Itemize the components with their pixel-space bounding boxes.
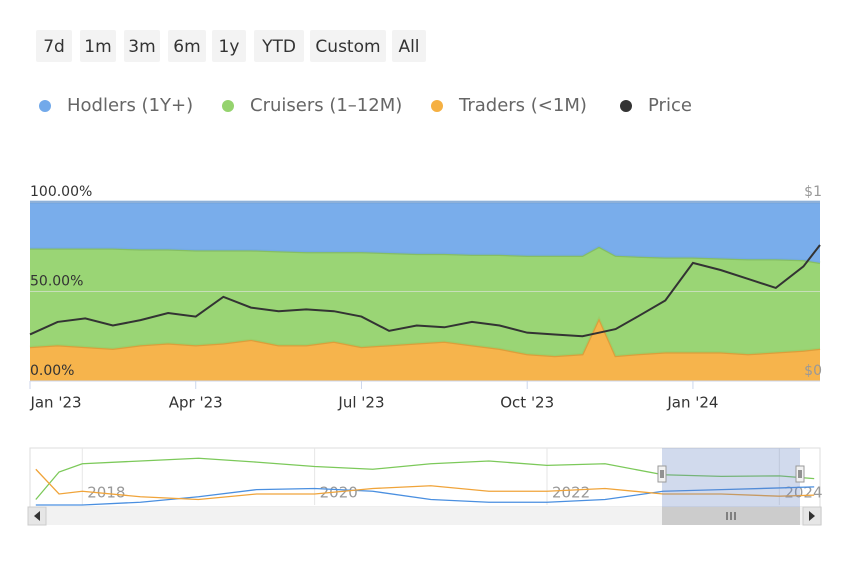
area: [30, 318, 820, 381]
area: [30, 246, 820, 356]
range-button[interactable]: 3m: [124, 30, 160, 62]
y-tick-label: 100.00%: [30, 184, 92, 200]
arrow: [809, 511, 815, 521]
legend-swatch: [431, 100, 443, 112]
legend-label: Hodlers (1Y+): [67, 95, 193, 116]
legend-item[interactable]: Price: [620, 95, 692, 116]
navigator-tick-label: 2020: [320, 484, 358, 502]
legend-item[interactable]: Cruisers (1–12M): [222, 95, 402, 116]
navigator-tick-label: 2022: [552, 484, 590, 502]
button-bg: [392, 30, 426, 62]
navigator-selection[interactable]: [662, 448, 800, 507]
button-label: 6m: [173, 37, 200, 57]
navigator-line: [35, 457, 815, 500]
button-bg: [36, 30, 72, 62]
range-button[interactable]: Custom: [310, 30, 386, 62]
legend-item[interactable]: Traders (<1M): [431, 95, 587, 116]
legend-swatch: [620, 100, 632, 112]
range-button[interactable]: 7d: [36, 30, 72, 62]
button-label: 7d: [43, 37, 65, 57]
legend-label: Traders (<1M): [458, 95, 587, 116]
range-button[interactable]: 6m: [168, 30, 206, 62]
button-bg: [124, 30, 160, 62]
y-tick-label: 0.00%: [30, 363, 74, 379]
range-buttons: 7d 1m 3m 6m 1y YTD Custom All: [36, 30, 426, 62]
button-label: 1m: [84, 37, 111, 57]
legend: Hodlers (1Y+) Cruisers (1–12M) Traders (<1…: [39, 95, 692, 116]
navigator-handle[interactable]: [657, 465, 667, 483]
button-label: YTD: [261, 37, 296, 57]
navigator: 2018 2020 2022 2024: [27, 447, 823, 526]
range-button[interactable]: All: [392, 30, 426, 62]
button-bg: [310, 30, 386, 62]
legend-label: Cruisers (1–12M): [250, 95, 402, 116]
x-tick-label: Jul '23: [337, 394, 384, 412]
area: [30, 202, 820, 263]
scrollbar-track: [28, 507, 822, 525]
range-button[interactable]: YTD: [254, 30, 304, 62]
y-tick-label: 50.00%: [30, 274, 83, 290]
y2-tick-label: $0: [804, 363, 822, 379]
button-label: 1y: [219, 37, 240, 57]
navigator-line: [35, 486, 815, 506]
x-tick-label: Oct '23: [500, 394, 554, 412]
navigator-tick-label: 2018: [87, 484, 125, 502]
button-bg: [254, 30, 304, 62]
navigator-handle[interactable]: [795, 465, 805, 483]
range-button[interactable]: 1y: [212, 30, 246, 62]
legend-label: Price: [648, 95, 692, 116]
arrow: [34, 511, 40, 521]
button-label: All: [398, 37, 419, 57]
x-tick-label: Jan '24: [666, 394, 718, 412]
legend-swatch: [39, 100, 51, 112]
navigator-line: [35, 468, 815, 501]
legend-swatch: [222, 100, 234, 112]
x-tick-label: Apr '23: [169, 394, 223, 412]
button-label: Custom: [315, 37, 380, 57]
x-tick-label: Jan '23: [29, 394, 81, 412]
button-label: 3m: [128, 37, 155, 57]
legend-item[interactable]: Hodlers (1Y+): [39, 95, 193, 116]
button-bg: [212, 30, 246, 62]
y2-tick-label: $1: [804, 184, 822, 200]
range-button[interactable]: 1m: [80, 30, 116, 62]
price-line: [29, 244, 821, 338]
button-bg: [80, 30, 116, 62]
button-bg: [168, 30, 206, 62]
